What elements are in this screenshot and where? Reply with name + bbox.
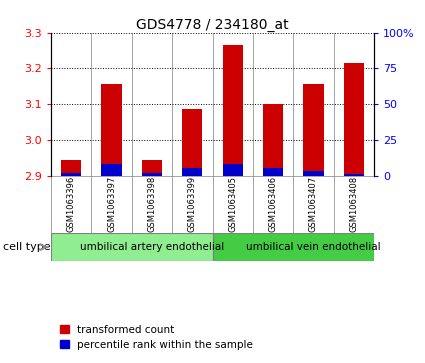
Bar [212, 233, 374, 261]
Bar [182, 110, 202, 176]
Bar [102, 164, 122, 176]
Bar [223, 164, 243, 176]
Bar [61, 159, 81, 176]
Bar [142, 159, 162, 176]
Text: GSM1063398: GSM1063398 [147, 176, 156, 232]
Legend: transformed count, percentile rank within the sample: transformed count, percentile rank withi… [56, 321, 257, 354]
Text: umbilical artery endothelial: umbilical artery endothelial [80, 242, 224, 252]
Text: umbilical vein endothelial: umbilical vein endothelial [246, 242, 381, 252]
Text: GSM1063396: GSM1063396 [67, 176, 76, 232]
Text: cell type: cell type [3, 242, 50, 252]
Text: GSM1063405: GSM1063405 [228, 176, 237, 232]
Bar [142, 173, 162, 176]
Text: GSM1063408: GSM1063408 [349, 176, 358, 232]
Title: GDS4778 / 234180_at: GDS4778 / 234180_at [136, 18, 289, 32]
Bar [263, 168, 283, 176]
Bar [182, 168, 202, 176]
Bar [102, 85, 122, 176]
Text: GSM1063397: GSM1063397 [107, 176, 116, 232]
Bar [303, 171, 323, 176]
Text: GSM1063406: GSM1063406 [269, 176, 278, 232]
Bar [61, 173, 81, 176]
Bar [263, 104, 283, 176]
Text: GSM1063407: GSM1063407 [309, 176, 318, 232]
Bar [303, 85, 323, 176]
Bar [344, 174, 364, 176]
Text: GSM1063399: GSM1063399 [188, 176, 197, 232]
Bar [344, 63, 364, 176]
Bar [223, 45, 243, 176]
Bar [51, 233, 212, 261]
